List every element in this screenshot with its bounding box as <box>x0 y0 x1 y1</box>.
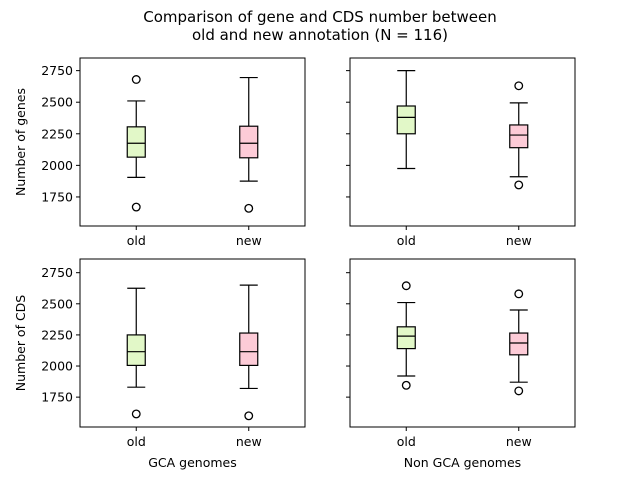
figure-title-line2: old and new annotation (N = 116) <box>192 26 448 44</box>
box-old <box>126 287 146 419</box>
outlier-point <box>514 81 524 91</box>
axes-frame <box>79 57 306 227</box>
outlier-point <box>131 409 141 419</box>
outlier-point <box>244 411 254 421</box>
y-tick-label: 2750 <box>41 265 73 280</box>
panel-top-right: old new <box>346 57 576 248</box>
x-axis-label: Non GCA genomes <box>404 455 521 470</box>
box-iqr <box>126 334 146 366</box>
x-tick-label-new: new <box>236 233 262 248</box>
x-tick-label-new: new <box>506 233 532 248</box>
box-old <box>126 75 146 212</box>
x-tick-label-old: old <box>397 233 416 248</box>
y-axis-label: Number of genes <box>13 88 28 196</box>
box-old <box>396 70 416 170</box>
box-iqr <box>126 126 146 158</box>
y-tick-label: 2750 <box>41 63 73 78</box>
outlier-point <box>514 180 524 190</box>
y-tick-label: 2000 <box>41 158 73 173</box>
outlier-point <box>131 202 141 212</box>
x-tick-label-old: old <box>127 233 146 248</box>
axes-frame <box>349 258 576 428</box>
outlier-point <box>401 380 411 390</box>
box-new <box>509 81 529 190</box>
box-iqr <box>509 332 529 356</box>
x-tick-label-old: old <box>397 434 416 449</box>
box-iqr <box>396 105 416 135</box>
y-tick-label: 1750 <box>41 390 73 405</box>
panel-top-left: 1750 2000 2250 2500 2750 old new Number of gene… <box>13 57 306 248</box>
panel-bottom-left: 1750 2000 2250 2500 2750 old new Number of CDS G… <box>13 258 306 470</box>
box-new <box>239 284 259 421</box>
box-new <box>239 76 259 213</box>
panel-bottom-right: old new Non GCA genomes <box>346 258 576 470</box>
outlier-point <box>514 386 524 396</box>
figure-title-line1: Comparison of gene and CDS number betwee… <box>143 8 497 26</box>
y-tick-label: 2000 <box>41 359 73 374</box>
x-tick-label-old: old <box>127 434 146 449</box>
axes-frame <box>79 258 306 428</box>
outlier-point <box>244 203 254 213</box>
box-iqr <box>239 125 259 159</box>
x-axis-label: GCA genomes <box>148 455 237 470</box>
x-tick-label-new: new <box>236 434 262 449</box>
outlier-point <box>401 281 411 291</box>
y-tick-label: 2500 <box>41 296 73 311</box>
y-tick-label: 2500 <box>41 95 73 110</box>
axes-frame <box>349 57 576 227</box>
box-old <box>396 281 416 390</box>
outlier-point <box>131 75 141 84</box>
box-iqr <box>239 332 259 366</box>
x-tick-label-new: new <box>506 434 532 449</box>
box-iqr <box>509 124 529 149</box>
y-tick-label: 2250 <box>41 126 73 141</box>
box-new <box>509 289 529 396</box>
outlier-point <box>514 289 524 299</box>
y-tick-label: 2250 <box>41 327 73 342</box>
box-iqr <box>396 326 416 350</box>
y-axis-label: Number of CDS <box>13 295 28 392</box>
y-tick-label: 1750 <box>41 189 73 204</box>
